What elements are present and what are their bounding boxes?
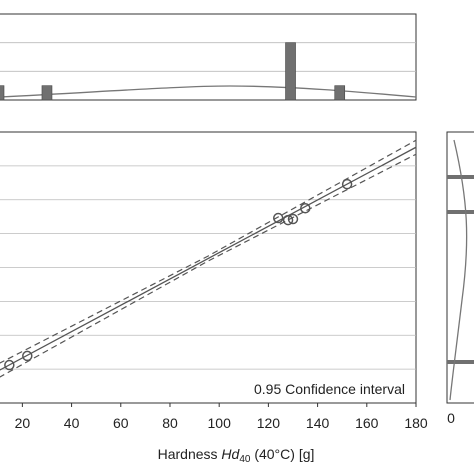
bar — [334, 85, 346, 101]
point — [300, 202, 311, 214]
top-panel — [0, 13, 417, 101]
point — [341, 178, 353, 190]
x-tick-label: 80 — [162, 415, 178, 431]
right-tick-label: 0 — [447, 410, 455, 426]
right-curve — [449, 139, 468, 401]
x-tick-label: 160 — [355, 415, 379, 431]
x-tick-label: 180 — [404, 415, 428, 431]
right-bar — [447, 210, 474, 214]
bar — [0, 85, 5, 101]
right-panel — [446, 131, 474, 404]
x-axis-label: Hardness Hd40 (40°C) [g] — [158, 446, 315, 465]
point — [4, 359, 15, 371]
point — [287, 213, 299, 225]
x-tick-label: 20 — [15, 415, 31, 431]
confidence-band — [0, 153, 417, 378]
x-tick-label: 120 — [257, 415, 281, 431]
right-bar — [447, 360, 474, 364]
x-tick-label: 40 — [64, 415, 80, 431]
x-label-part: (40°C) [g] — [250, 446, 314, 462]
top-curve — [0, 85, 417, 98]
x-tick-label: 60 — [113, 415, 129, 431]
point — [282, 214, 294, 226]
bar — [285, 42, 296, 101]
x-label-part: 40 — [239, 454, 251, 465]
point — [22, 350, 33, 362]
x-label-part: Hardness — [158, 446, 222, 462]
x-tick-label: 100 — [208, 415, 232, 431]
point — [272, 212, 284, 224]
x-tick-label: 140 — [306, 415, 330, 431]
annotation: 0.95 Confidence interval — [254, 381, 405, 397]
x-label-part: Hd — [221, 446, 240, 462]
right-bar — [447, 175, 474, 179]
confidence-band — [0, 139, 417, 364]
fit-line — [0, 146, 417, 371]
bar — [41, 85, 53, 101]
